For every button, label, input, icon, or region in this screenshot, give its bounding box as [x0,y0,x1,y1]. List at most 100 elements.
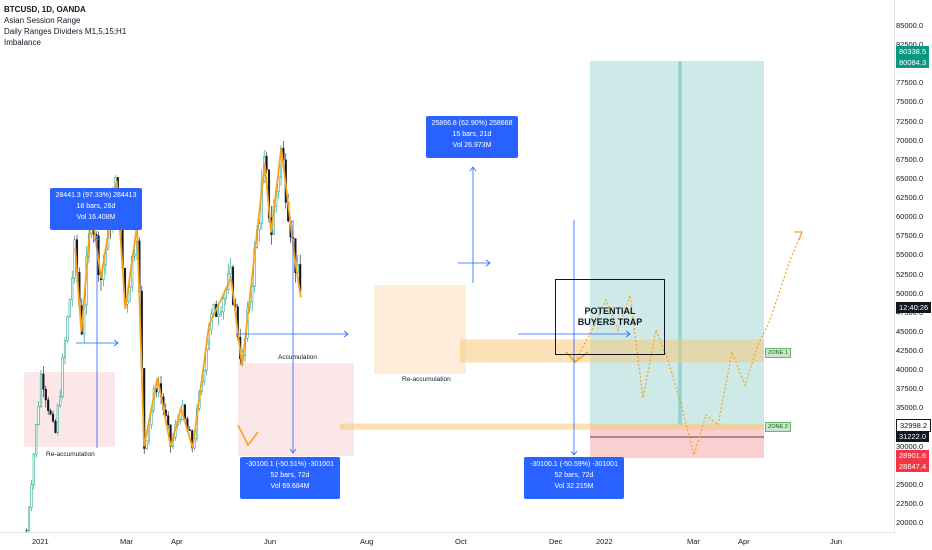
y-tick-label: 40000.0 [896,365,924,375]
y-tick-label: 50000.0 [896,288,924,298]
measure-arrow-2-head [469,166,477,172]
candle-body [39,373,43,407]
measure-arrow-1-h-head [113,339,119,347]
zone-1-label: ZONE 1 [765,348,791,358]
price-axis-divider [894,0,895,532]
candle-body [30,484,33,509]
y-tick-label: 85000.0 [896,21,924,30]
y-tick-label: 65000.0 [896,173,924,183]
candle-body [56,405,59,433]
accumulation-label: Accumulation [278,354,318,361]
y-tick-label: 25000.0 [896,479,924,489]
indicator-label-asian-session[interactable]: Asian Session Range [4,16,81,25]
long-position-stop-area [590,425,764,458]
candle-body [51,413,55,422]
measure-box-1-bars: 18 bars, 26d [76,203,116,210]
candle-body [49,410,52,415]
candle-body [27,507,31,531]
y-tick-label: 30000.0 [896,441,924,451]
x-tick-apr: Apr [171,537,183,546]
y-tick-label: 42500.0 [896,345,924,355]
candle-body [32,454,35,485]
measure-box-4-change: -30100.1 (-50.59%) -301001 [530,461,618,468]
price-tag-28901: 28901.6 [896,450,930,461]
measure-arrow-1-head [93,236,101,242]
buyers-trap-box[interactable]: POTENTIAL BUYERS TRAP [555,279,665,355]
measure-box-2[interactable]: 25866.8 (62.90%) 258668 15 bars, 21d Vol… [426,116,518,158]
candle-body [229,266,232,275]
candle-body [42,373,45,390]
candle-body [66,316,69,342]
trap-line-2: BUYERS TRAP [577,317,643,327]
y-tick-label: 70000.0 [896,135,924,145]
measure-box-1[interactable]: 28441.3 (97.33%) 284413 18 bars, 26d Vol… [50,188,142,230]
measure-box-4[interactable]: -30100.1 (-50.59%) -301001 52 bars, 72d … [524,457,624,499]
candle-body [179,419,182,422]
time-axis-divider [0,532,895,533]
measure-arrow-3-h-head [343,330,349,338]
zone-band-1 [460,339,764,363]
y-tick-label: 22500.0 [896,498,924,508]
zone-2-label: ZONE 2 [765,422,791,432]
y-tick-label: 20000.0 [896,518,924,527]
indicator-label-imbalance[interactable]: Imbalance [4,38,41,47]
measure-box-3-vol: Vol 69.684M [270,483,310,490]
y-tick-label: 75000.0 [896,97,924,107]
indicator-label-daily-ranges[interactable]: Daily Ranges Dividers M1,5,15;H1 [4,27,127,36]
x-tick-oct: Oct [455,537,467,546]
measure-arrow-4-h-head [625,330,631,338]
price-tag-28647: 28647.4 [896,461,930,472]
candle-body [219,311,223,315]
price-tag-80338: 80338.5 [896,46,930,57]
candle-body [44,389,47,401]
candle-body [35,424,38,455]
y-tick-label: 60000.0 [896,212,924,222]
re-accumulation-label-2: Re-accumulation [402,376,451,383]
swing-path [74,148,302,449]
candle-body [133,254,136,257]
x-tick-mar-2022: Mar [687,537,700,546]
measure-box-3-bars: 52 bars, 72d [270,472,310,479]
re-accumulation-label-1: Re-accumulation [46,451,95,458]
projected-path [574,231,803,458]
y-tick-label: 72500.0 [896,116,924,126]
swing-arrowhead-1 [237,424,259,447]
measure-box-1-change: 28441.3 (97.33%) 284413 [55,192,137,199]
trap-line-1: POTENTIAL [584,306,636,316]
long-position-divider [678,61,682,425]
candle-body [68,299,71,318]
symbol-title[interactable]: BTCUSD, 1D, OANDA [4,5,86,14]
y-tick-label: 55000.0 [896,250,924,260]
candle-body [54,420,57,433]
candle-body [128,286,131,302]
x-tick-jun: Jun [264,537,277,546]
long-position-target-area [590,61,764,425]
measure-box-4-vol: Vol 32.215M [554,483,594,490]
measure-arrow-3-head [289,448,297,454]
y-tick-label: 77500.0 [896,78,924,88]
x-tick-2021: 2021 [32,537,49,546]
candle-body [59,396,62,407]
measure-box-1-vol: Vol 16.408M [76,214,116,221]
measure-arrow-2-h-head [485,259,491,267]
x-tick-aug: Aug [360,537,374,546]
measure-box-3-change: -30100.1 (-50.51%) -301001 [246,461,334,468]
candle-body [265,155,268,171]
candle-body [188,429,191,431]
measure-box-2-bars: 15 bars, 21d [452,131,492,138]
zone-band-2 [340,423,764,430]
measure-box-3[interactable]: -30100.1 (-50.51%) -301001 52 bars, 72d … [240,457,340,499]
y-tick-label: 57500.0 [896,231,924,241]
price-tag-31222: 31222.0 [896,431,930,442]
y-tick-label: 62500.0 [896,193,924,203]
y-tick-label: 52500.0 [896,269,924,279]
measure-box-4-bars: 52 bars, 72d [554,472,594,479]
measure-arrow-4-head [570,450,578,456]
x-tick-apr-2022: Apr [738,537,750,546]
candle-body [25,530,28,532]
candle-body [37,406,40,425]
measure-box-2-change: 25866.8 (62.90%) 258668 [431,120,513,127]
projected-arrowhead [794,231,803,241]
x-tick-2022: 2022 [596,537,613,546]
